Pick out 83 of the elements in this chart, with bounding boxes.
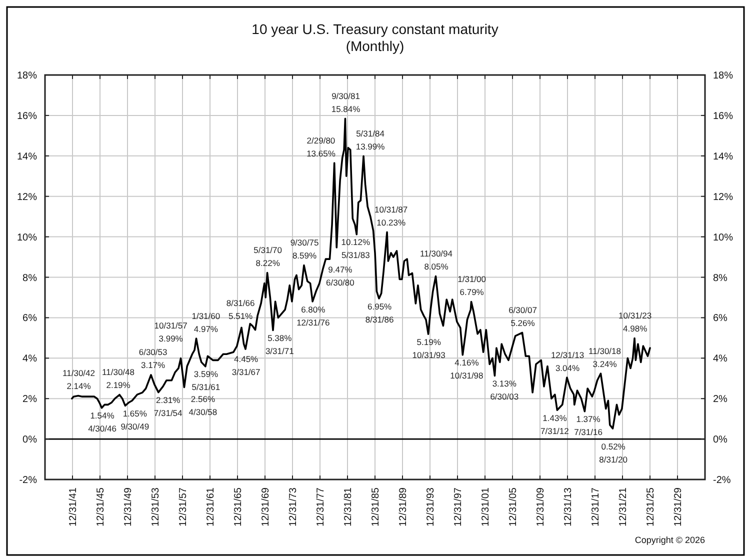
- annotation: 11/30/94 8.05%: [420, 248, 453, 272]
- x-tick-label: 12/31/77: [316, 487, 326, 526]
- x-tick-label: 12/31/45: [96, 487, 106, 526]
- y-tick-label: 10%: [16, 232, 38, 244]
- y-tick-label: 12%: [16, 192, 38, 203]
- x-tick-label: 12/31/97: [453, 487, 464, 526]
- annotation: 2.56% 4/30/58: [188, 394, 218, 418]
- annotation: 10/31/23 4.98%: [618, 310, 652, 334]
- y-tick-label: 8%: [22, 272, 38, 284]
- annotation: 9/30/81 15.84%: [331, 90, 361, 114]
- x-tick-label: 12/31/53: [150, 487, 162, 526]
- annotation: 11/30/48 2.19%: [102, 367, 135, 390]
- annotation: 5/31/84 13.99%: [356, 128, 386, 152]
- x-tick-label: 12/31/05: [508, 487, 519, 526]
- annotation: 9.47% 6/30/80: [326, 264, 355, 288]
- y2-tick-label: -2%: [713, 475, 731, 486]
- x-tick-label: 12/31/61: [206, 487, 216, 526]
- annotation: 1.43% 7/31/12: [540, 412, 570, 436]
- annotation: 5.38% 3/31/71: [265, 333, 294, 356]
- y2-tick-label: 0%: [713, 434, 728, 446]
- y2-tick-label: 10%: [713, 232, 734, 244]
- annotation: 6/30/07 5.26%: [508, 304, 538, 328]
- y2-tick-label: 18%: [713, 70, 734, 82]
- annotation: 10/31/87 10.23%: [374, 204, 408, 228]
- annotation: 9/30/75 8.59%: [290, 238, 319, 261]
- annotation: 12/31/13 3.04%: [550, 350, 584, 373]
- annotation: 0.52% 8/31/20: [599, 441, 628, 464]
- y-tick-label: 14%: [16, 151, 38, 162]
- annotation: 4.45% 3/31/67: [232, 354, 261, 377]
- y-tick-label: 6%: [22, 313, 38, 324]
- y-tick-label: 2%: [22, 394, 38, 406]
- annotation: 2/29/80 13.65%: [306, 135, 336, 158]
- x-tick-label: 12/31/13: [563, 487, 574, 526]
- annotation: 10/31/57 3.99%: [154, 320, 188, 344]
- annotation: 1/31/60 4.97%: [192, 310, 220, 334]
- y-tick-label: 18%: [16, 70, 38, 82]
- y2-tick-label: 2%: [713, 394, 728, 406]
- text: Copyright © 2026: [634, 535, 705, 545]
- annotation: 2.31% 7/31/54: [154, 395, 183, 418]
- x-tick-label: 12/31/29: [673, 487, 684, 526]
- annotation: 6/30/53 3.17%: [138, 347, 168, 370]
- y-tick-label: 16%: [16, 110, 38, 122]
- annotation: 6.95% 8/31/86: [365, 301, 394, 324]
- x-tick-label: 12/31/85: [370, 487, 382, 526]
- annotation: 1.37% 7/31/16: [574, 414, 603, 438]
- y-tick-label: 0%: [22, 434, 38, 446]
- x-tick-label: 12/31/65: [233, 487, 244, 526]
- annotation: 3.59% 5/31/61: [192, 369, 220, 392]
- annotation: 3.13% 6/30/03: [490, 378, 519, 402]
- x-tick-label: 12/31/81: [343, 487, 354, 526]
- y2-tick-label: 14%: [713, 151, 734, 162]
- y2-tick-label: 16%: [713, 110, 734, 122]
- x-tick-label: 12/31/49: [123, 487, 134, 526]
- x-tick-label: 12/31/57: [178, 487, 189, 526]
- annotation: 8/31/66 5.51%: [226, 298, 255, 321]
- x-tick-label: 12/31/01: [480, 487, 492, 526]
- x-tick-label: 12/31/17: [590, 487, 602, 526]
- y-tick-label: -2%: [19, 475, 38, 486]
- x-tick-label: 12/31/09: [536, 487, 546, 526]
- y2-tick-label: 4%: [713, 354, 728, 365]
- annotation: 5/31/70 8.22%: [254, 245, 282, 268]
- x-tick-label: 12/31/93: [426, 487, 436, 526]
- x-tick-label: 12/31/69: [260, 487, 272, 526]
- y2-tick-label: 12%: [713, 192, 734, 203]
- y2-tick-label: 8%: [713, 272, 728, 284]
- annotation: 6.80% 12/31/76: [296, 304, 330, 328]
- annotation: 4.16% 10/31/98: [450, 358, 484, 381]
- annotation: 11/30/18 3.24%: [588, 346, 622, 369]
- x-tick-label: 12/31/89: [398, 487, 409, 526]
- x-tick-label: 12/31/41: [68, 487, 79, 526]
- y2-tick-label: 6%: [713, 313, 728, 324]
- x-tick-label: 12/31/73: [288, 487, 299, 526]
- x-tick-label: 12/31/25: [646, 487, 656, 526]
- annotation: 10.12% 5/31/83: [341, 237, 371, 260]
- annotation: 1/31/00 6.79%: [458, 274, 486, 298]
- y-tick-label: 4%: [22, 354, 38, 365]
- annotation: 1.65% 9/30/49: [120, 408, 150, 432]
- x-tick-label: 12/31/21: [618, 487, 629, 526]
- annotation: 11/30/42 2.14%: [62, 368, 96, 392]
- annotation: 5.19% 10/31/93: [412, 336, 446, 360]
- annotation: 1.54% 4/30/46: [88, 410, 117, 434]
- chart-title: 10 year U.S. Treasury constant maturity: [252, 21, 498, 37]
- chart-subtitle: (Monthly): [346, 38, 404, 54]
